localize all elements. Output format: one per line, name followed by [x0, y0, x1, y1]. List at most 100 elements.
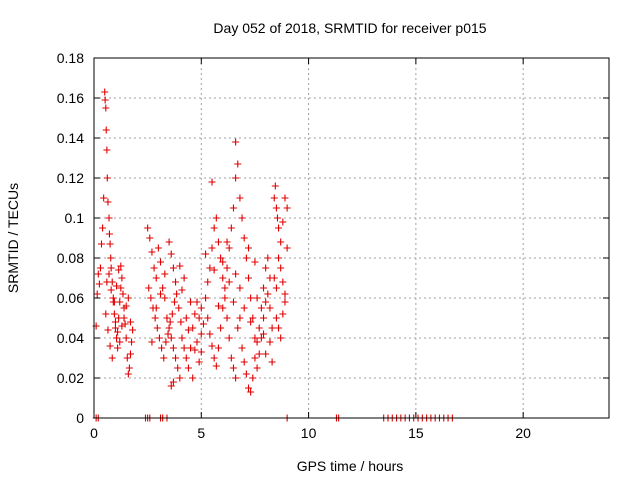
data-point [106, 240, 114, 248]
data-point [212, 362, 220, 370]
y-tick-label: 0.16 [57, 90, 84, 106]
data-point [172, 278, 180, 286]
data-point [102, 310, 110, 318]
data-point [187, 344, 195, 352]
data-point [245, 244, 252, 252]
data-point [199, 320, 207, 328]
data-point [272, 284, 280, 292]
data-point [110, 298, 118, 306]
data-point [281, 194, 289, 202]
y-tick-label: 0 [76, 410, 84, 426]
data-points [92, 88, 456, 422]
y-tick-label: 0.18 [57, 50, 84, 66]
data-point [279, 278, 287, 286]
data-point [168, 310, 176, 318]
data-point [166, 318, 174, 326]
data-point [180, 274, 188, 282]
data-point [163, 314, 171, 322]
data-point [227, 224, 235, 232]
data-point [161, 270, 169, 278]
data-point [162, 338, 170, 346]
data-point [268, 324, 276, 332]
data-point [122, 334, 130, 342]
data-point [229, 204, 237, 212]
data-point [180, 344, 188, 352]
data-point [232, 174, 240, 182]
data-point [242, 254, 250, 262]
data-point [126, 318, 134, 326]
data-point [208, 244, 216, 252]
data-point [264, 254, 272, 262]
data-point [225, 278, 233, 286]
data-point [187, 298, 195, 306]
data-point [129, 326, 137, 334]
data-point [257, 334, 265, 342]
data-point [281, 298, 289, 306]
data-point [266, 338, 274, 346]
data-point [189, 324, 197, 332]
data-point [260, 284, 268, 292]
data-point [105, 270, 113, 278]
data-point [240, 304, 248, 312]
data-point [197, 304, 205, 312]
x-tick-label: 15 [408, 425, 424, 441]
data-point [103, 146, 111, 154]
data-point [154, 244, 162, 252]
data-point [195, 358, 203, 366]
data-point [106, 342, 114, 350]
data-point [96, 264, 104, 272]
chart-title: Day 052 of 2018, SRMTID for receiver p01… [213, 20, 486, 36]
data-point [240, 358, 248, 366]
data-point [262, 350, 270, 358]
data-point [232, 138, 240, 146]
data-point [193, 338, 201, 346]
data-point [260, 330, 268, 338]
data-point [206, 264, 214, 272]
data-point [204, 314, 212, 322]
data-point [229, 298, 237, 306]
data-point [95, 280, 103, 288]
x-tick-label: 10 [301, 425, 317, 441]
data-point [116, 338, 124, 346]
data-point [238, 344, 246, 352]
data-point [113, 334, 121, 342]
data-point [118, 274, 126, 282]
data-point [214, 302, 222, 310]
data-point [204, 278, 212, 286]
data-point [217, 254, 225, 262]
data-point [153, 324, 161, 332]
data-point [174, 364, 182, 372]
data-point [270, 194, 278, 202]
data-point [208, 342, 216, 350]
data-point [221, 284, 229, 292]
data-point [210, 354, 218, 362]
data-point [169, 264, 177, 272]
data-point [98, 240, 106, 248]
data-point [279, 310, 287, 318]
data-point [155, 334, 163, 342]
data-point [251, 334, 259, 342]
data-point [165, 238, 173, 246]
data-point [157, 258, 165, 266]
data-point [182, 354, 190, 362]
data-point [264, 290, 272, 298]
data-point [275, 324, 283, 332]
y-tick-label: 0.08 [57, 250, 84, 266]
plot-frame [93, 57, 610, 419]
data-point [126, 350, 134, 358]
data-point [281, 290, 289, 298]
data-point [273, 214, 281, 222]
y-tick-label: 0.02 [57, 370, 84, 386]
data-point [173, 290, 181, 298]
data-point [223, 264, 231, 272]
data-point [253, 338, 261, 346]
data-point [159, 284, 167, 292]
data-point [277, 238, 285, 246]
data-point [249, 374, 257, 382]
data-point [247, 388, 255, 396]
data-point [144, 224, 152, 232]
data-point [277, 264, 285, 272]
data-point [148, 248, 156, 256]
data-point [219, 304, 227, 312]
data-point [236, 194, 244, 202]
